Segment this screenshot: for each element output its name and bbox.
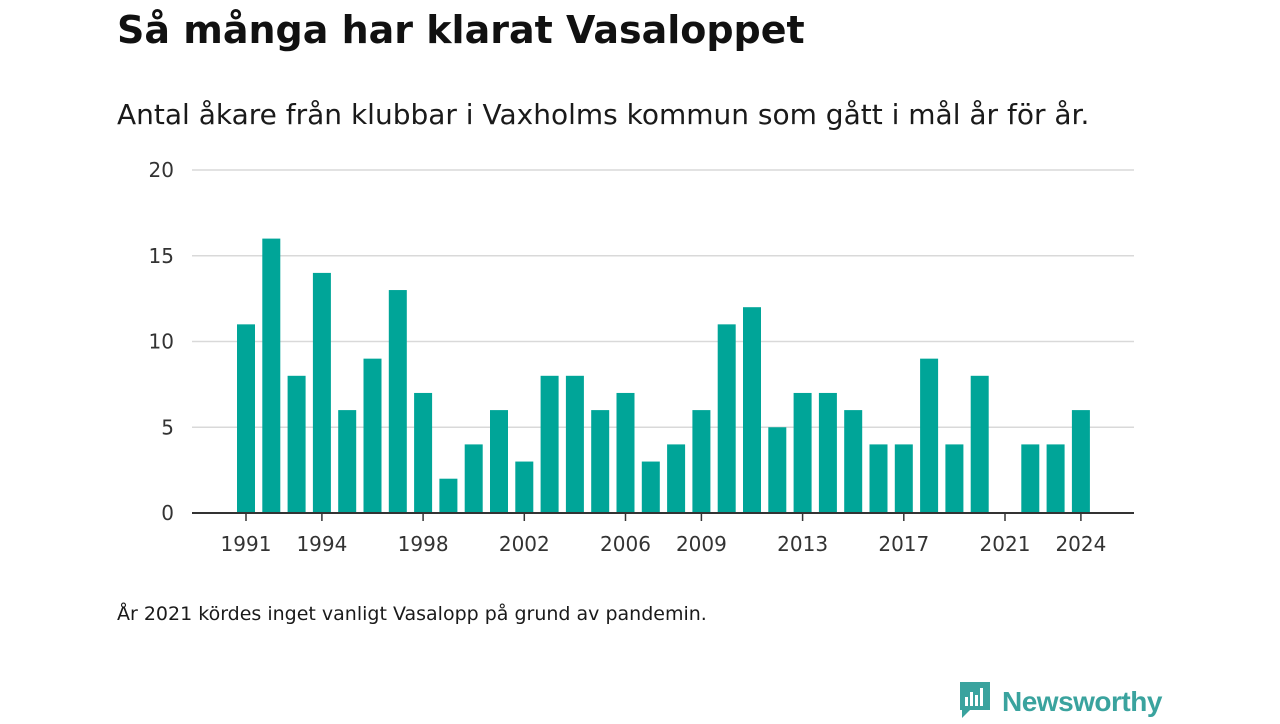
y-tick-label: 0 xyxy=(161,501,174,525)
x-axis: 1991 1994 1998 2002 2006 2009 2013 2017 2021 2024 xyxy=(192,512,1134,556)
bar xyxy=(970,375,989,513)
x-tick-label: 2013 xyxy=(777,532,828,556)
x-tick-label: 2006 xyxy=(600,532,651,556)
bar xyxy=(844,410,863,513)
brand-name: Newsworthy xyxy=(1002,686,1162,717)
grid-lines xyxy=(192,169,1134,428)
bar xyxy=(692,410,711,513)
bar xyxy=(945,444,964,513)
x-tick-label: 2024 xyxy=(1055,532,1106,556)
bar xyxy=(363,358,382,513)
bar xyxy=(414,392,433,513)
bar xyxy=(515,461,534,513)
bar-chart: 0 5 10 15 20 1991 1994 1998 2002 2006 2009 2013 201… xyxy=(149,158,1134,556)
bar xyxy=(591,410,610,513)
x-tick-label: 1998 xyxy=(398,532,449,556)
bar xyxy=(869,444,888,513)
bar xyxy=(439,478,458,513)
bar xyxy=(743,307,761,513)
bar xyxy=(717,324,736,513)
x-tick-label: 2021 xyxy=(980,532,1031,556)
chart-subtitle: Antal åkare från klubbar i Vaxholms komm… xyxy=(117,98,1090,131)
brand-logo[interactable]: Newsworthy xyxy=(958,680,1162,724)
bar xyxy=(894,444,913,513)
bars xyxy=(237,238,1090,513)
bar xyxy=(920,358,939,513)
y-tick-label: 20 xyxy=(149,158,174,182)
bar xyxy=(641,461,660,513)
bar xyxy=(338,410,357,513)
y-axis-ticks: 0 5 10 15 20 xyxy=(149,158,174,525)
x-tick-label: 2017 xyxy=(878,532,929,556)
bar xyxy=(1071,410,1090,513)
bar xyxy=(237,324,255,513)
bar xyxy=(287,375,306,513)
chart-title: Så många har klarat Vasaloppet xyxy=(117,8,805,52)
bar xyxy=(490,410,508,513)
x-tick-label: 2009 xyxy=(676,532,727,556)
bar xyxy=(1021,444,1040,513)
bar xyxy=(312,272,331,513)
bar xyxy=(667,444,686,513)
x-tick-label: 2002 xyxy=(499,532,550,556)
x-tick-label: 1991 xyxy=(221,532,272,556)
bar xyxy=(464,444,483,513)
footnote: År 2021 kördes inget vanligt Vasalopp på… xyxy=(117,603,707,625)
bar xyxy=(616,392,635,513)
bar xyxy=(540,375,559,513)
bar xyxy=(1046,444,1065,513)
bar xyxy=(388,290,407,513)
y-tick-label: 15 xyxy=(149,244,174,268)
newsworthy-logo-icon xyxy=(958,680,992,724)
bar xyxy=(262,238,281,513)
bar xyxy=(768,427,787,513)
bar xyxy=(818,392,837,513)
x-tick-label: 1994 xyxy=(296,532,347,556)
y-tick-label: 5 xyxy=(161,415,174,439)
bar xyxy=(565,375,584,513)
bar xyxy=(793,392,812,513)
y-tick-label: 10 xyxy=(149,330,174,354)
